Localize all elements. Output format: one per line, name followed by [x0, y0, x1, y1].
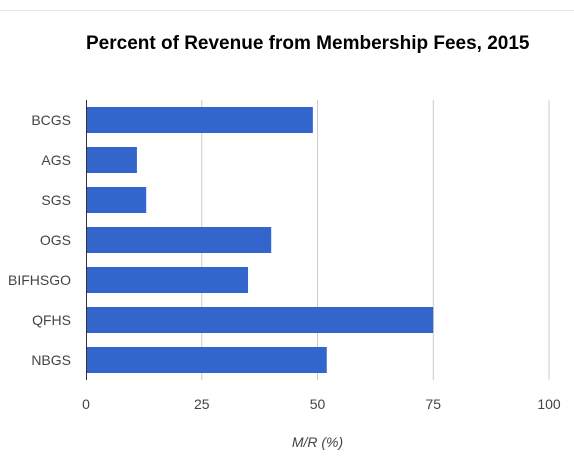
bar-nbgs [86, 347, 327, 373]
y-tick-label: AGS [41, 152, 71, 168]
x-tick-label: 0 [82, 396, 90, 412]
x-axis-title: M/R (%) [292, 434, 343, 450]
y-tick-label: QFHS [32, 312, 71, 328]
chart-title: Percent of Revenue from Membership Fees,… [86, 33, 530, 54]
bar-ags [86, 147, 137, 173]
y-tick-label: BIFHSGO [8, 272, 71, 288]
bar-qfhs [86, 307, 434, 333]
bar-ogs [86, 227, 272, 253]
top-divider [0, 0, 574, 11]
y-tick-label: BCGS [31, 112, 71, 128]
x-tick-label: 75 [425, 396, 441, 412]
bar-sgs [86, 187, 147, 213]
y-tick-label: OGS [40, 232, 71, 248]
x-tick-label: 100 [537, 396, 561, 412]
x-tick-label: 25 [194, 396, 210, 412]
y-tick-label: NBGS [31, 352, 71, 368]
y-tick-label: SGS [41, 192, 71, 208]
x-tick-label: 50 [310, 396, 326, 412]
bar-bcgs [86, 107, 313, 133]
bar-bifhsgo [86, 267, 249, 293]
